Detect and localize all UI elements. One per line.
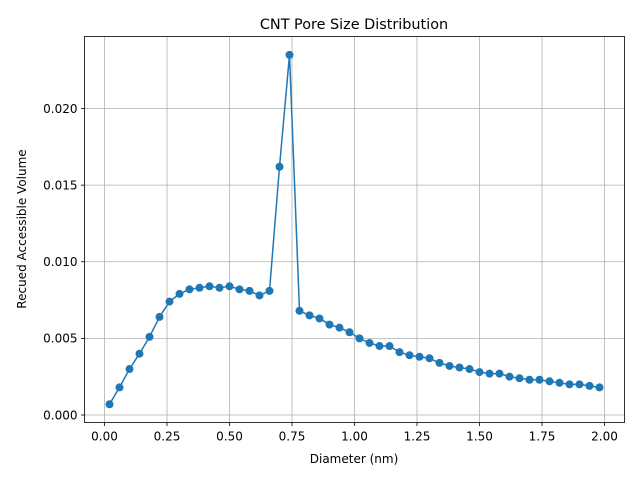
data-point	[565, 380, 574, 389]
data-point	[425, 354, 434, 363]
data-point	[105, 400, 114, 409]
y-tick-label: 0.015	[43, 178, 77, 192]
grid-lines	[84, 36, 625, 423]
x-tick-label: 0.25	[154, 430, 181, 444]
data-point	[595, 383, 604, 392]
y-tick-label: 0.010	[43, 255, 77, 269]
y-axis-ticks: 0.000 0.005 0.010 0.015 0.020	[43, 102, 85, 422]
data-point	[355, 334, 364, 343]
data-point	[145, 332, 154, 341]
data-point	[435, 358, 444, 367]
x-tick-label: 1.75	[529, 430, 556, 444]
data-point	[395, 348, 404, 357]
data-point	[295, 306, 304, 315]
y-axis-label: Recued Accessible Volume	[15, 149, 29, 308]
data-point	[285, 50, 294, 59]
data-point	[245, 286, 254, 295]
data-point	[465, 365, 474, 374]
data-point	[405, 351, 414, 360]
data-point	[385, 342, 394, 351]
data-point	[475, 368, 484, 377]
data-point	[515, 374, 524, 383]
data-point	[305, 311, 314, 320]
data-point	[335, 323, 344, 332]
x-tick-label: 0.00	[91, 430, 118, 444]
data-point	[365, 338, 374, 347]
data-point	[315, 314, 324, 323]
x-tick-label: 1.00	[341, 430, 368, 444]
data-point	[445, 361, 454, 370]
x-tick-label: 1.25	[404, 430, 431, 444]
data-point	[485, 369, 494, 378]
data-point	[135, 349, 144, 358]
data-point	[115, 383, 124, 392]
data-point	[575, 380, 584, 389]
data-point	[545, 377, 554, 386]
chart-title: CNT Pore Size Distribution	[260, 17, 448, 33]
data-point	[155, 312, 164, 321]
data-point	[175, 289, 184, 298]
data-point	[125, 365, 134, 374]
data-point	[235, 285, 244, 294]
data-point	[345, 328, 354, 337]
data-point	[165, 297, 174, 306]
data-point	[265, 286, 274, 295]
data-point	[225, 282, 234, 291]
y-tick-label: 0.000	[43, 408, 77, 422]
data-points	[105, 50, 604, 409]
data-point	[535, 375, 544, 384]
x-tick-label: 1.50	[466, 430, 493, 444]
data-point	[215, 283, 224, 292]
x-tick-label: 0.75	[279, 430, 306, 444]
data-point	[275, 162, 284, 171]
x-tick-label: 2.00	[591, 430, 618, 444]
data-point	[555, 378, 564, 387]
data-point	[585, 381, 594, 390]
data-point	[525, 375, 534, 384]
x-axis-label: Diameter (nm)	[310, 452, 399, 466]
data-point	[195, 283, 204, 292]
data-point	[415, 352, 424, 361]
data-point	[325, 320, 334, 329]
data-point	[375, 342, 384, 351]
data-point	[455, 363, 464, 372]
data-point	[185, 285, 194, 294]
y-tick-label: 0.020	[43, 102, 77, 116]
data-point	[205, 282, 214, 291]
x-axis-ticks: 0.00 0.25 0.50 0.75 1.00 1.25 1.50 1.75 2.00	[91, 422, 618, 444]
y-tick-label: 0.005	[43, 332, 77, 346]
x-tick-label: 0.50	[216, 430, 243, 444]
data-point	[255, 291, 264, 300]
data-point	[495, 369, 504, 378]
data-point	[505, 372, 514, 381]
